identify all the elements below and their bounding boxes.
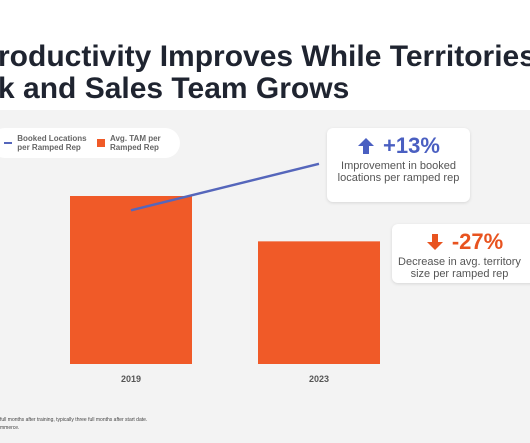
callout-value: +13% xyxy=(383,133,440,158)
callout-headline: +13% xyxy=(327,134,470,158)
callout-value: -27% xyxy=(451,229,504,254)
arrow-down xyxy=(426,234,443,250)
footnote: mmerce. xyxy=(0,425,20,431)
callout: +13% Improvement in booked locations per… xyxy=(327,128,470,202)
line xyxy=(130,162,320,212)
callout-headline: -27% xyxy=(392,230,530,254)
legend-item: Avg. TAM per Ramped Rep xyxy=(97,134,180,152)
legend-label: Booked Locations per Ramped Rep xyxy=(17,134,87,152)
arrow-up xyxy=(358,138,375,154)
legend-swatch xyxy=(97,139,105,147)
legend-item: Booked Locations per Ramped Rep xyxy=(4,134,87,152)
callout: -27% Decrease in avg. territory size per… xyxy=(392,224,530,283)
legend-label: Avg. TAM per Ramped Rep xyxy=(110,134,161,152)
legend: Booked Locations per Ramped Rep Avg. TAM… xyxy=(0,128,180,158)
bar xyxy=(258,241,380,364)
bar xyxy=(70,196,192,364)
title-line: k and Sales Team Grows xyxy=(0,72,350,105)
footnote: full months after training, typically th… xyxy=(0,417,148,423)
callout-text: Improvement in booked locations per ramp… xyxy=(337,160,460,184)
x-tick-label: 2023 xyxy=(309,374,329,384)
callout-text: Decrease in avg. territory size per ramp… xyxy=(398,256,521,280)
legend-swatch xyxy=(4,142,13,144)
title-line: roductivity Improves While Territories xyxy=(0,40,530,73)
x-tick-label: 2019 xyxy=(121,374,141,384)
